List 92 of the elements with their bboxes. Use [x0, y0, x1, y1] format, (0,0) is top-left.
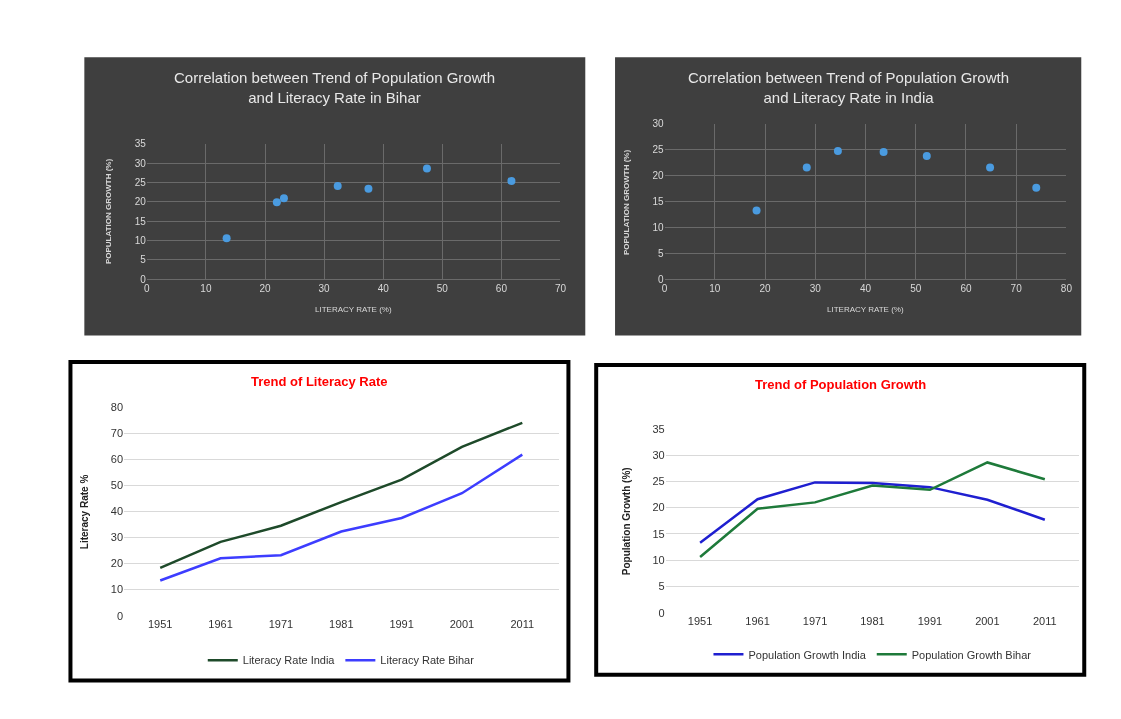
y-tick-label: 35 [652, 422, 665, 435]
chart-title: Correlation between Trend of Population Growth and Literacy Rate in India [688, 69, 1010, 106]
y-tick-label: 0 [140, 273, 147, 285]
y-tick-label: 20 [110, 557, 124, 570]
point [279, 194, 288, 203]
y-tick-label: 25 [652, 475, 665, 488]
x-tick-label: 1961 [208, 617, 233, 630]
line-series [698, 481, 1047, 545]
y-tick-label: 25 [134, 176, 147, 188]
x-tick-label: 1981 [329, 617, 354, 630]
legend-label: Population Growth Bihar [911, 648, 1032, 661]
y-tick-label: 20 [652, 170, 665, 182]
point [364, 184, 373, 193]
x-tick-label: 40 [859, 283, 872, 295]
line-series [158, 453, 524, 582]
chart-title: Trend of Population Growth [755, 377, 927, 392]
y-tick-label: 70 [110, 427, 124, 440]
point [333, 181, 342, 190]
x-tick-label: 40 [377, 283, 390, 295]
line-series [158, 421, 524, 570]
x-tick-label: 2011 [510, 617, 535, 630]
point [802, 163, 811, 172]
x-tick-label: 1971 [268, 617, 294, 630]
y-tick-label: 15 [652, 196, 665, 208]
chart-title: Trend of Literacy Rate [251, 374, 388, 389]
x-tick-label: 20 [759, 283, 772, 295]
x-tick-label: 1961 [745, 614, 770, 627]
y-tick-label: 60 [110, 453, 124, 466]
point [986, 163, 995, 172]
point [422, 164, 431, 173]
point [1032, 183, 1041, 192]
x-tick-label: 60 [960, 283, 972, 295]
y-tick-label: 80 [110, 401, 124, 414]
y-tick-label: 35 [134, 138, 147, 150]
y-tick-label: 40 [110, 505, 124, 518]
x-tick-label: 50 [436, 283, 449, 295]
y-axis-title: Literacy Rate % [79, 474, 91, 550]
point [507, 176, 516, 185]
x-tick-label: 10 [709, 283, 721, 295]
x-tick-label: 30 [318, 283, 331, 295]
point [833, 146, 842, 155]
y-axis-title: Population Growth (%) [620, 467, 632, 576]
x-tick-label: 1951 [147, 617, 173, 630]
x-tick-label: 50 [910, 283, 922, 295]
legend-label: Population Growth India [748, 648, 867, 661]
y-tick-label: 0 [658, 606, 665, 619]
y-tick-label: 5 [658, 580, 665, 593]
y-tick-label: 30 [134, 157, 147, 169]
x-tick-label: 1951 [687, 614, 713, 627]
y-tick-label: 15 [652, 527, 665, 540]
y-tick-label: 20 [134, 196, 147, 208]
y-tick-label: 50 [110, 479, 124, 492]
y-tick-label: 25 [652, 144, 665, 156]
y-tick-label: 10 [134, 235, 147, 247]
x-tick-label: 30 [809, 283, 822, 295]
point [922, 152, 931, 161]
x-tick-label: 1991 [917, 614, 943, 627]
x-tick-label: 20 [259, 283, 272, 295]
y-tick-label: 0 [658, 273, 665, 285]
y-tick-label: 10 [652, 222, 665, 234]
x-tick-label: 1981 [860, 614, 885, 627]
y-tick-label: 5 [140, 254, 147, 266]
legend-label: Literacy Rate India [242, 654, 336, 667]
y-tick-label: 10 [652, 554, 665, 567]
x-axis-title: LITERACY RATE (%) [827, 305, 904, 314]
x-tick-label: 60 [495, 283, 508, 295]
x-tick-label: 80 [1060, 283, 1073, 295]
x-tick-label: 70 [554, 283, 567, 295]
y-tick-label: 30 [652, 448, 665, 461]
x-tick-label: 2001 [975, 614, 1000, 627]
x-tick-label: 1971 [802, 614, 828, 627]
x-tick-label: 2011 [1032, 614, 1057, 627]
x-tick-label: 70 [1010, 283, 1023, 295]
x-axis-title: LITERACY RATE (%) [315, 305, 392, 314]
x-tick-label: 2001 [449, 617, 475, 630]
y-tick-label: 15 [134, 215, 147, 227]
point [222, 234, 231, 243]
y-tick-label: 5 [658, 247, 665, 259]
line-series [698, 461, 1047, 559]
y-axis-title: POPULATION GROWTH (%) [621, 149, 631, 256]
y-tick-label: 10 [110, 583, 124, 596]
point [272, 198, 281, 207]
point [752, 206, 761, 215]
legend-label: Literacy Rate Bihar [380, 654, 475, 667]
y-tick-label: 20 [652, 501, 665, 514]
chart-title: Correlation between Trend of Population Growth and Literacy Rate in Bihar [174, 69, 496, 106]
y-tick-label: 30 [110, 531, 124, 544]
x-tick-label: 10 [200, 283, 212, 295]
y-tick-label: 30 [652, 118, 665, 130]
point [879, 147, 888, 156]
x-tick-label: 1991 [389, 617, 414, 630]
y-axis-title: POPULATION GROWTH (%) [104, 158, 114, 265]
